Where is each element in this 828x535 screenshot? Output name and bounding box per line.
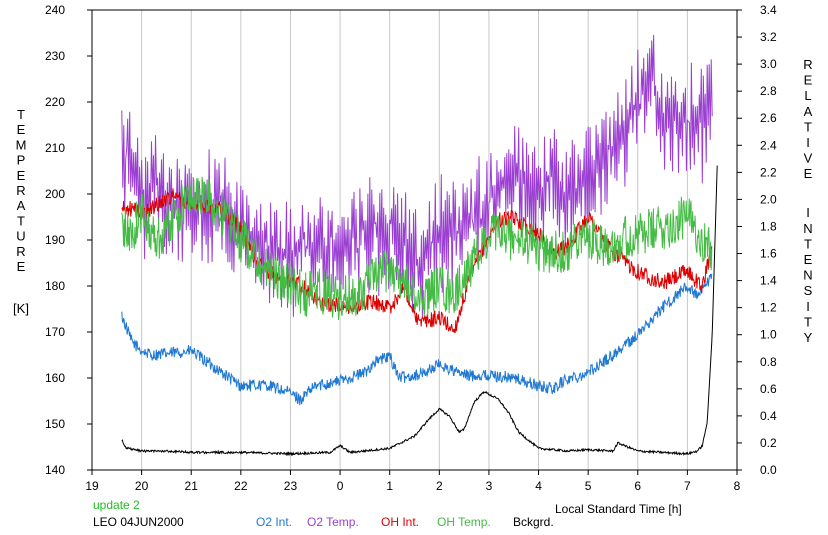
y-axis-right: 0.0 0.2 0.4 0.6 0.8 1.0 1.2 1.4 1.6 1.8 2.0 2.2 2.4 2… <box>737 3 777 477</box>
axis-title-letter: E <box>17 122 26 137</box>
axis-title-letter: S <box>804 283 813 298</box>
axis-title-letter: N <box>803 268 812 283</box>
y-right-tick-label: 2.2 <box>760 165 777 179</box>
axis-title-letter: N <box>803 221 812 236</box>
x-tick-label: 4 <box>535 479 542 493</box>
axis-title-letter: R <box>803 57 812 72</box>
axis-title-letter: I <box>806 135 810 150</box>
y-right-tick-label: 1.6 <box>760 247 777 261</box>
axis-title-letter: R <box>16 183 25 198</box>
axis-title-letter: V <box>804 151 813 166</box>
axis-title-letter: Y <box>804 330 813 345</box>
y-right-tick-label: 0.8 <box>760 355 777 369</box>
series-line-o2-temp <box>121 34 713 319</box>
y-left-tick-label: 220 <box>45 95 65 109</box>
y-left-tick-label: 200 <box>45 187 65 201</box>
legend-entry: Bckgrd. <box>513 515 554 529</box>
y-right-tick-label: 2.4 <box>760 138 777 152</box>
axis-title-letter: U <box>16 229 25 244</box>
x-tick-label: 8 <box>734 479 741 493</box>
y-left-tick-label: 230 <box>45 49 65 63</box>
plot-frame <box>91 9 738 471</box>
x-tick-label: 20 <box>135 479 149 493</box>
y-left-tick-label: 170 <box>45 325 65 339</box>
x-tick-label: 2 <box>436 479 443 493</box>
axis-title-letter: I <box>806 299 810 314</box>
y-left-tick-label: 160 <box>45 371 65 385</box>
y-right-tick-label: 2.8 <box>760 84 777 98</box>
x-tick-label: 5 <box>585 479 592 493</box>
y-left-tick-label: 150 <box>45 417 65 431</box>
x-tick-label: 1 <box>386 479 393 493</box>
series-line-o2-int <box>121 273 713 406</box>
y-left-tick-label: 140 <box>45 463 65 477</box>
x-tick-label: 22 <box>234 479 248 493</box>
axis-title-letter: R <box>16 244 25 259</box>
x-tick-label: 7 <box>684 479 691 493</box>
y-right-tick-label: 0.4 <box>760 409 777 423</box>
axis-title-letter: T <box>804 314 812 329</box>
series-layer <box>121 34 718 457</box>
y-left-tick-label: 180 <box>45 279 65 293</box>
axis-title-letter: A <box>804 104 813 119</box>
axis-title-letter: T <box>804 236 812 251</box>
y-left-tick-label: 210 <box>45 141 65 155</box>
y-left-tick-label: 240 <box>45 3 65 17</box>
y-right-tick-label: 1.4 <box>760 274 777 288</box>
series-line-bckgrd <box>121 165 718 457</box>
y-left-tick-label: 190 <box>45 233 65 247</box>
y-right-tick-label: 3.2 <box>760 30 777 44</box>
axis-title-letter: I <box>806 205 810 220</box>
axis-title-letter: E <box>17 168 26 183</box>
y-axis-left: 140 150 160 170 180 190 200 210 220 230 240 <box>45 3 92 477</box>
update-label: update 2 <box>93 498 140 512</box>
legend-entry: O2 Int. <box>256 515 292 529</box>
y-right-tick-label: 1.8 <box>760 219 777 233</box>
x-tick-label: 21 <box>185 479 199 493</box>
y-right-tick-label: 2.6 <box>760 111 777 125</box>
y-right-tick-label: 0.0 <box>760 463 777 477</box>
axis-title-letter: E <box>804 73 813 88</box>
legend-entry: O2 Temp. <box>307 515 359 529</box>
axis-title-letter: M <box>16 137 27 152</box>
axis-title-letter: P <box>17 153 26 168</box>
site-label: LEO 04JUN2000 <box>93 515 184 529</box>
legend-entry: OH Int. <box>381 515 419 529</box>
axis-title-letter: T <box>17 213 25 228</box>
axis-title-letter: E <box>17 259 26 274</box>
axis-title-letter: E <box>804 252 813 267</box>
y-right-tick-label: 0.2 <box>760 436 777 450</box>
y-right-tick-label: 1.0 <box>760 328 777 342</box>
x-tick-label: 0 <box>337 479 344 493</box>
x-tick-label: 19 <box>85 479 99 493</box>
y-right-tick-label: 0.6 <box>760 382 777 396</box>
x-tick-label: 6 <box>634 479 641 493</box>
y-right-tick-label: 1.2 <box>760 301 777 315</box>
legend: O2 Int. O2 Temp. OH Int. OH Temp. Bckgrd. <box>256 515 554 529</box>
series-line-oh-temp <box>121 176 713 321</box>
x-axis: 19 20 21 22 23 0 1 2 3 4 5 6 7 8 <box>85 470 741 493</box>
y-right-tick-label: 3.4 <box>760 3 777 17</box>
axis-title-letter: L <box>804 88 811 103</box>
legend-entry: OH Temp. <box>437 515 491 529</box>
axis-title-letter: T <box>804 119 812 134</box>
axis-title-letter: A <box>17 198 26 213</box>
x-tick-label: 3 <box>486 479 493 493</box>
y-right-tick-label: 2.0 <box>760 192 777 206</box>
x-axis-title: Local Standard Time [h] <box>555 502 682 516</box>
y-axis-left-unit: [K] <box>13 301 29 316</box>
axis-title-letter: T <box>17 107 25 122</box>
y-right-tick-label: 3.0 <box>760 57 777 71</box>
x-tick-label: 23 <box>284 479 298 493</box>
axis-title-letter: E <box>804 166 813 181</box>
